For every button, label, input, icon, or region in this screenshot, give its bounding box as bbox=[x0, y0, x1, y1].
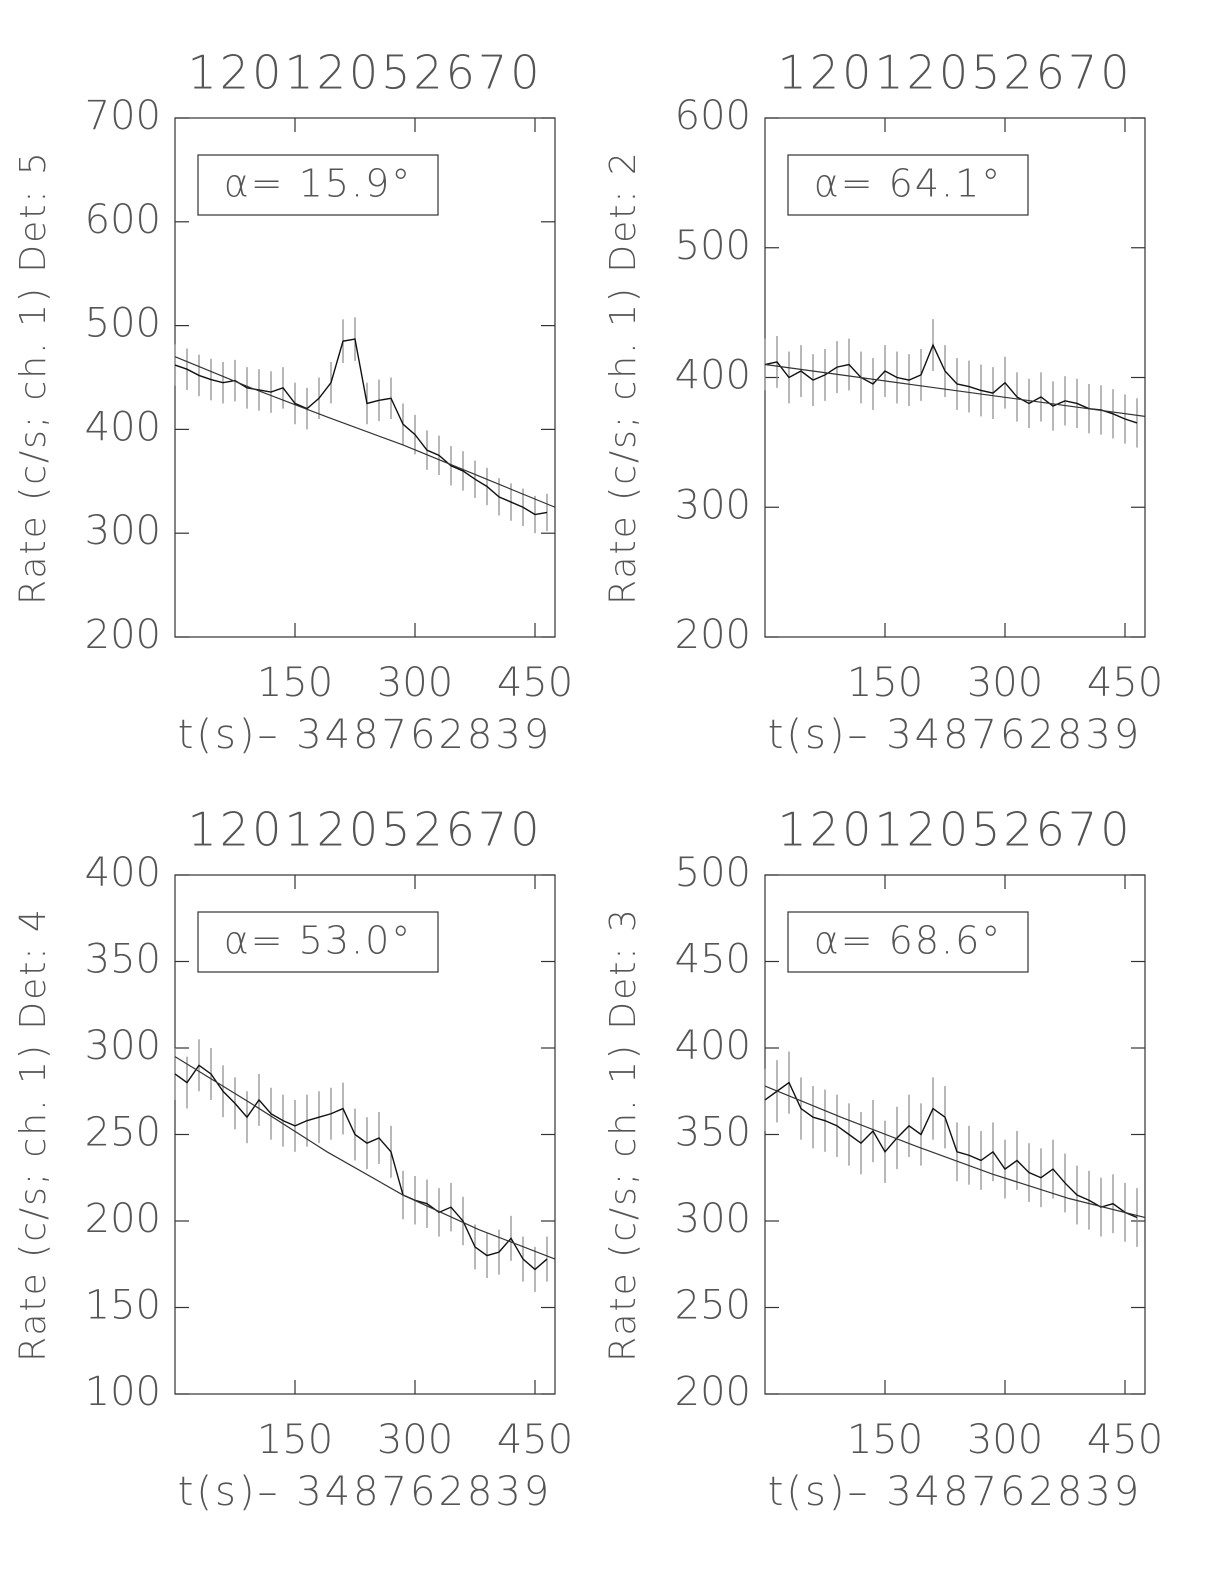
annotation-box bbox=[197, 911, 439, 973]
y-tick-label: 150 bbox=[85, 1283, 161, 1329]
y-tick-label: 250 bbox=[85, 1110, 161, 1156]
x-tick-label: 450 bbox=[497, 660, 573, 706]
x-tick-label: 450 bbox=[1087, 660, 1163, 706]
y-tick-label: 100 bbox=[85, 1369, 161, 1415]
x-axis-label: t(s)– 348762839 bbox=[178, 712, 553, 758]
y-tick-label: 300 bbox=[85, 1023, 161, 1069]
fit-curve bbox=[764, 363, 1146, 418]
panel: 12012052670 Rate (c/s; ch. 1) Det: 2 t(s)–… bbox=[603, 46, 1163, 759]
y-tick-label: 200 bbox=[85, 1196, 161, 1242]
x-tick-label: 450 bbox=[1087, 1417, 1163, 1463]
y-tick-label: 400 bbox=[675, 353, 751, 399]
x-axis-label: t(s)– 348762839 bbox=[178, 1469, 553, 1515]
fit-curve bbox=[764, 1085, 1146, 1219]
y-tick-label: 600 bbox=[675, 93, 751, 139]
panel: 12012052670 Rate (c/s; ch. 1) Det: 5 t(s)–… bbox=[13, 46, 573, 759]
y-tick-label: 500 bbox=[675, 223, 751, 269]
fit-curve bbox=[174, 1056, 556, 1260]
y-axis-label: Rate (c/s; ch. 1) Det: 5 bbox=[13, 150, 54, 605]
light-curve bbox=[764, 343, 1138, 424]
y-tick-label: 700 bbox=[85, 93, 161, 139]
panel-title: 12012052670 bbox=[188, 46, 543, 100]
x-tick-label: 300 bbox=[967, 1417, 1043, 1463]
y-axis-label: Rate (c/s; ch. 1) Det: 3 bbox=[603, 907, 644, 1362]
annotation: α= 64.1° bbox=[814, 162, 1003, 206]
y-tick-label: 300 bbox=[675, 1196, 751, 1242]
y-tick-label: 400 bbox=[675, 1023, 751, 1069]
annotation-box bbox=[197, 154, 439, 216]
light-curve bbox=[174, 1064, 548, 1271]
y-axis-label: Rate (c/s; ch. 1) Det: 2 bbox=[603, 150, 644, 605]
y-tick-label: 400 bbox=[85, 850, 161, 896]
y-tick-label: 600 bbox=[85, 197, 161, 243]
x-axis-label: t(s)– 348762839 bbox=[768, 1469, 1143, 1515]
x-axis-label: t(s)– 348762839 bbox=[768, 712, 1143, 758]
x-tick-label: 450 bbox=[497, 1417, 573, 1463]
y-axis-label: Rate (c/s; ch. 1) Det: 4 bbox=[13, 907, 54, 1362]
light-curve bbox=[764, 1081, 1138, 1219]
y-tick-label: 300 bbox=[85, 508, 161, 554]
panel-title: 12012052670 bbox=[778, 46, 1133, 100]
y-tick-label: 200 bbox=[85, 612, 161, 658]
x-tick-label: 150 bbox=[847, 660, 923, 706]
y-tick-label: 200 bbox=[675, 1369, 751, 1415]
x-tick-label: 150 bbox=[257, 1417, 333, 1463]
y-tick-label: 450 bbox=[675, 937, 751, 983]
panel: 12012052670 Rate (c/s; ch. 1) Det: 4 t(s)–… bbox=[13, 803, 573, 1516]
x-tick-label: 150 bbox=[257, 660, 333, 706]
y-tick-label: 500 bbox=[85, 301, 161, 347]
x-tick-label: 300 bbox=[377, 1417, 453, 1463]
x-tick-label: 300 bbox=[967, 660, 1043, 706]
panel-title: 12012052670 bbox=[188, 803, 543, 857]
y-tick-label: 400 bbox=[85, 404, 161, 450]
y-tick-label: 250 bbox=[675, 1283, 751, 1329]
annotation: α= 15.9° bbox=[224, 162, 413, 206]
panel: 12012052670 Rate (c/s; ch. 1) Det: 3 t(s)–… bbox=[603, 803, 1163, 1516]
panel-title: 12012052670 bbox=[778, 803, 1133, 857]
x-tick-label: 300 bbox=[377, 660, 453, 706]
light-curve bbox=[174, 338, 548, 516]
y-tick-label: 350 bbox=[675, 1110, 751, 1156]
y-tick-label: 300 bbox=[675, 482, 751, 528]
annotation-box bbox=[787, 154, 1029, 216]
y-tick-label: 500 bbox=[675, 850, 751, 896]
annotation: α= 68.6° bbox=[814, 919, 1003, 963]
annotation-box bbox=[787, 911, 1029, 973]
x-tick-label: 150 bbox=[847, 1417, 923, 1463]
fit-curve bbox=[174, 356, 556, 508]
y-tick-label: 200 bbox=[675, 612, 751, 658]
y-tick-label: 350 bbox=[85, 937, 161, 983]
annotation: α= 53.0° bbox=[224, 919, 413, 963]
